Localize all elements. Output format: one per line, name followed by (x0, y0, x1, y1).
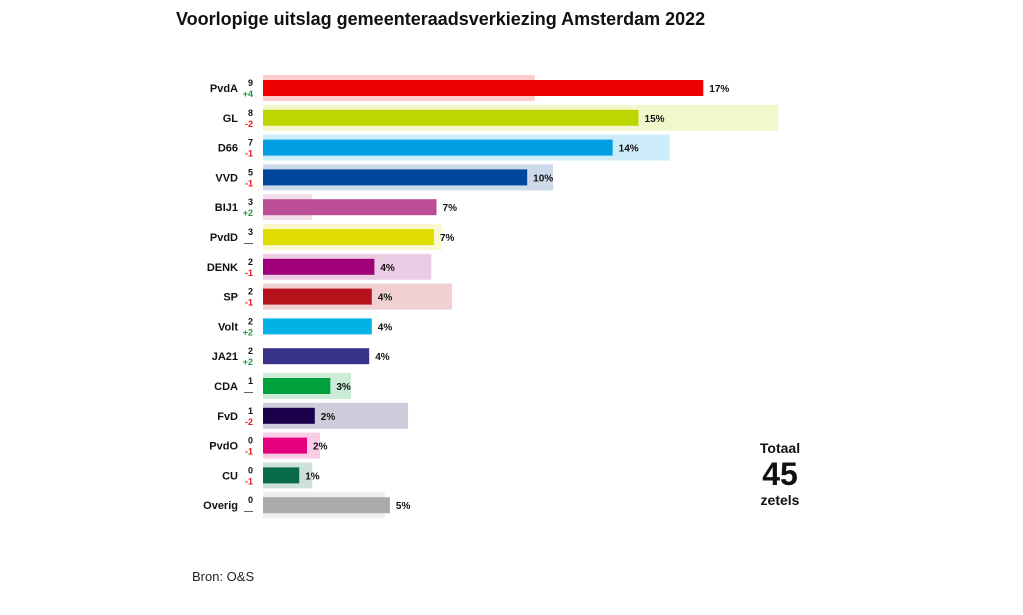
seat-change-label: — (244, 238, 253, 248)
pct-label: 14% (619, 144, 639, 155)
party-label: VVD (215, 172, 238, 184)
pct-label: 2% (313, 442, 328, 453)
seats-label: 2 (248, 346, 253, 356)
result-bar (263, 407, 315, 424)
party-label: PvdD (210, 232, 238, 244)
total-value: 45 (762, 456, 798, 492)
result-bar (263, 378, 331, 394)
pct-label: 4% (375, 352, 390, 363)
seats-label: 3 (248, 227, 253, 237)
party-label: Volt (218, 321, 238, 333)
party-label: PvdO (209, 441, 238, 453)
result-bar (263, 318, 372, 335)
seat-change-label: +2 (243, 357, 253, 367)
party-label: CU (222, 470, 238, 482)
pct-label: 4% (378, 322, 393, 333)
result-bar (263, 467, 300, 484)
result-bar (263, 80, 704, 96)
result-bar (263, 199, 437, 216)
total-unit: zetels (760, 492, 800, 508)
result-bar (263, 109, 639, 126)
seat-change-label: -1 (245, 149, 253, 159)
seat-change-label: — (244, 387, 253, 397)
party-label: JA21 (212, 351, 238, 363)
seats-label: 8 (248, 108, 253, 118)
party-label: GL (223, 113, 239, 125)
total-label: Totaal (759, 440, 801, 456)
result-bar (263, 169, 528, 186)
pct-label: 1% (305, 471, 320, 482)
pct-label: 15% (645, 114, 665, 125)
pct-label: 4% (380, 263, 395, 274)
result-bar (263, 139, 613, 156)
result-bar (263, 229, 434, 245)
seats-label: 1 (248, 406, 253, 416)
seat-change-label: -1 (245, 476, 253, 486)
party-label: SP (223, 292, 238, 304)
seat-change-label: -1 (245, 178, 253, 188)
pct-label: 7% (443, 203, 458, 214)
seats-label: 0 (248, 495, 253, 505)
result-bar (263, 258, 375, 275)
seats-label: 2 (248, 287, 253, 297)
seats-label: 1 (248, 376, 253, 386)
pct-label: 10% (533, 173, 553, 184)
seat-change-label: +2 (243, 327, 253, 337)
seat-change-label: +4 (243, 89, 253, 99)
seat-change-label: -2 (245, 417, 253, 427)
party-label: DENK (207, 262, 238, 274)
seats-label: 2 (248, 316, 253, 326)
seats-label: 0 (248, 465, 253, 475)
seat-change-label: -2 (245, 119, 253, 129)
pct-label: 4% (378, 293, 393, 304)
seats-label: 5 (248, 167, 253, 177)
seat-change-label: +2 (243, 208, 253, 218)
party-label: PvdA (210, 83, 238, 95)
result-bar (263, 437, 308, 454)
result-bar (263, 497, 390, 514)
party-label: CDA (214, 381, 238, 393)
seats-label: 9 (248, 78, 253, 88)
seats-label: 7 (248, 138, 253, 148)
pct-label: 17% (709, 84, 729, 95)
chart-title: Voorlopige uitslag gemeenteraadsverkiezi… (176, 9, 706, 29)
seat-change-label: -1 (245, 268, 253, 278)
total-seats: Totaal 45 zetels (740, 440, 820, 508)
pct-label: 3% (336, 382, 351, 393)
party-label: Overig (203, 500, 238, 512)
party-label: FvD (217, 411, 238, 423)
party-label: BIJ1 (215, 202, 238, 214)
party-label: D66 (218, 143, 238, 155)
result-bar (263, 348, 370, 365)
pct-label: 7% (440, 233, 455, 244)
source-note: Bron: O&S (192, 569, 255, 584)
pct-label: 5% (396, 501, 411, 512)
seat-change-label: -1 (245, 298, 253, 308)
seat-change-label: — (244, 506, 253, 516)
seat-change-label: -1 (245, 447, 253, 457)
seats-label: 2 (248, 257, 253, 267)
seats-label: 0 (248, 436, 253, 446)
pct-label: 2% (321, 412, 336, 423)
seats-label: 3 (248, 197, 253, 207)
result-bar (263, 288, 372, 305)
